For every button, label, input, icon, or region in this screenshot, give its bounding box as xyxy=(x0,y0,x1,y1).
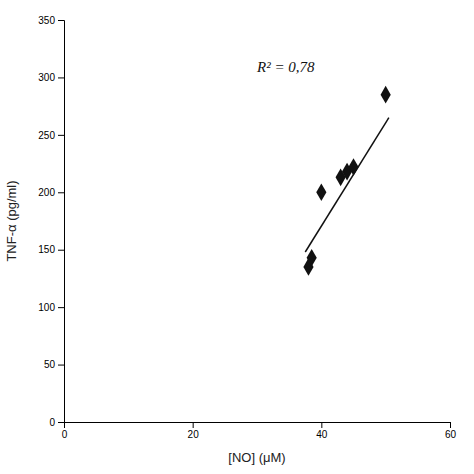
y-tick-mark xyxy=(58,365,64,366)
y-tick-label: 0 xyxy=(49,417,55,428)
point xyxy=(316,183,326,201)
x-tick-mark xyxy=(193,422,194,428)
x-axis-line xyxy=(65,423,451,429)
y-tick-mark xyxy=(58,250,64,251)
x-tick-label: 60 xyxy=(445,429,457,440)
x-tick-mark xyxy=(450,422,451,428)
y-tick-mark xyxy=(58,135,64,136)
point xyxy=(348,158,358,176)
line xyxy=(305,118,389,252)
x-tick: 0 xyxy=(62,422,68,440)
y-tick-mark xyxy=(58,20,64,21)
chart: 0 20 40 60 0 50 100 150 200 250 300 350 R² = 0,78 [NO… xyxy=(0,0,474,474)
y-tick: 50 xyxy=(44,359,64,370)
y-tick-label: 100 xyxy=(38,302,55,313)
y-tick-label: 200 xyxy=(38,187,55,198)
y-tick-mark xyxy=(58,192,64,193)
y-axis-line xyxy=(58,21,65,423)
y-tick-mark xyxy=(58,307,64,308)
x-tick: 40 xyxy=(316,422,328,440)
y-tick: 350 xyxy=(38,15,64,26)
y-tick-label: 150 xyxy=(38,244,55,255)
x-tick-mark xyxy=(321,422,322,428)
y-axis: 0 50 100 150 200 250 300 350 xyxy=(38,15,64,428)
x-tick: 60 xyxy=(445,422,457,440)
marks xyxy=(303,86,390,276)
x-tick-label: 20 xyxy=(188,429,200,440)
plot: 0 20 40 60 0 50 100 150 200 250 300 350 R² = 0,78 xyxy=(38,15,456,440)
y-tick: 0 xyxy=(49,417,64,428)
annotation: R² = 0,78 xyxy=(256,59,315,75)
y-tick: 300 xyxy=(38,72,64,83)
y-tick-label: 250 xyxy=(38,130,55,141)
point xyxy=(381,86,391,104)
y-tick-mark xyxy=(58,422,64,423)
y-axis-title: TNF-α (pg/ml) xyxy=(4,180,19,261)
x-tick: 20 xyxy=(188,422,200,440)
y-tick: 150 xyxy=(38,244,64,255)
y-tick-label: 350 xyxy=(38,15,55,26)
y-tick: 200 xyxy=(38,187,64,198)
y-tick-label: 50 xyxy=(44,359,56,370)
y-tick-mark xyxy=(58,77,64,78)
x-tick-label: 0 xyxy=(62,429,68,440)
x-tick-label: 40 xyxy=(316,429,328,440)
x-axis: 0 20 40 60 xyxy=(62,422,457,440)
x-axis-title: [NO] (μM) xyxy=(228,450,285,465)
y-tick: 250 xyxy=(38,130,64,141)
y-tick-label: 300 xyxy=(38,72,55,83)
y-tick: 100 xyxy=(38,302,64,313)
point xyxy=(307,249,317,267)
